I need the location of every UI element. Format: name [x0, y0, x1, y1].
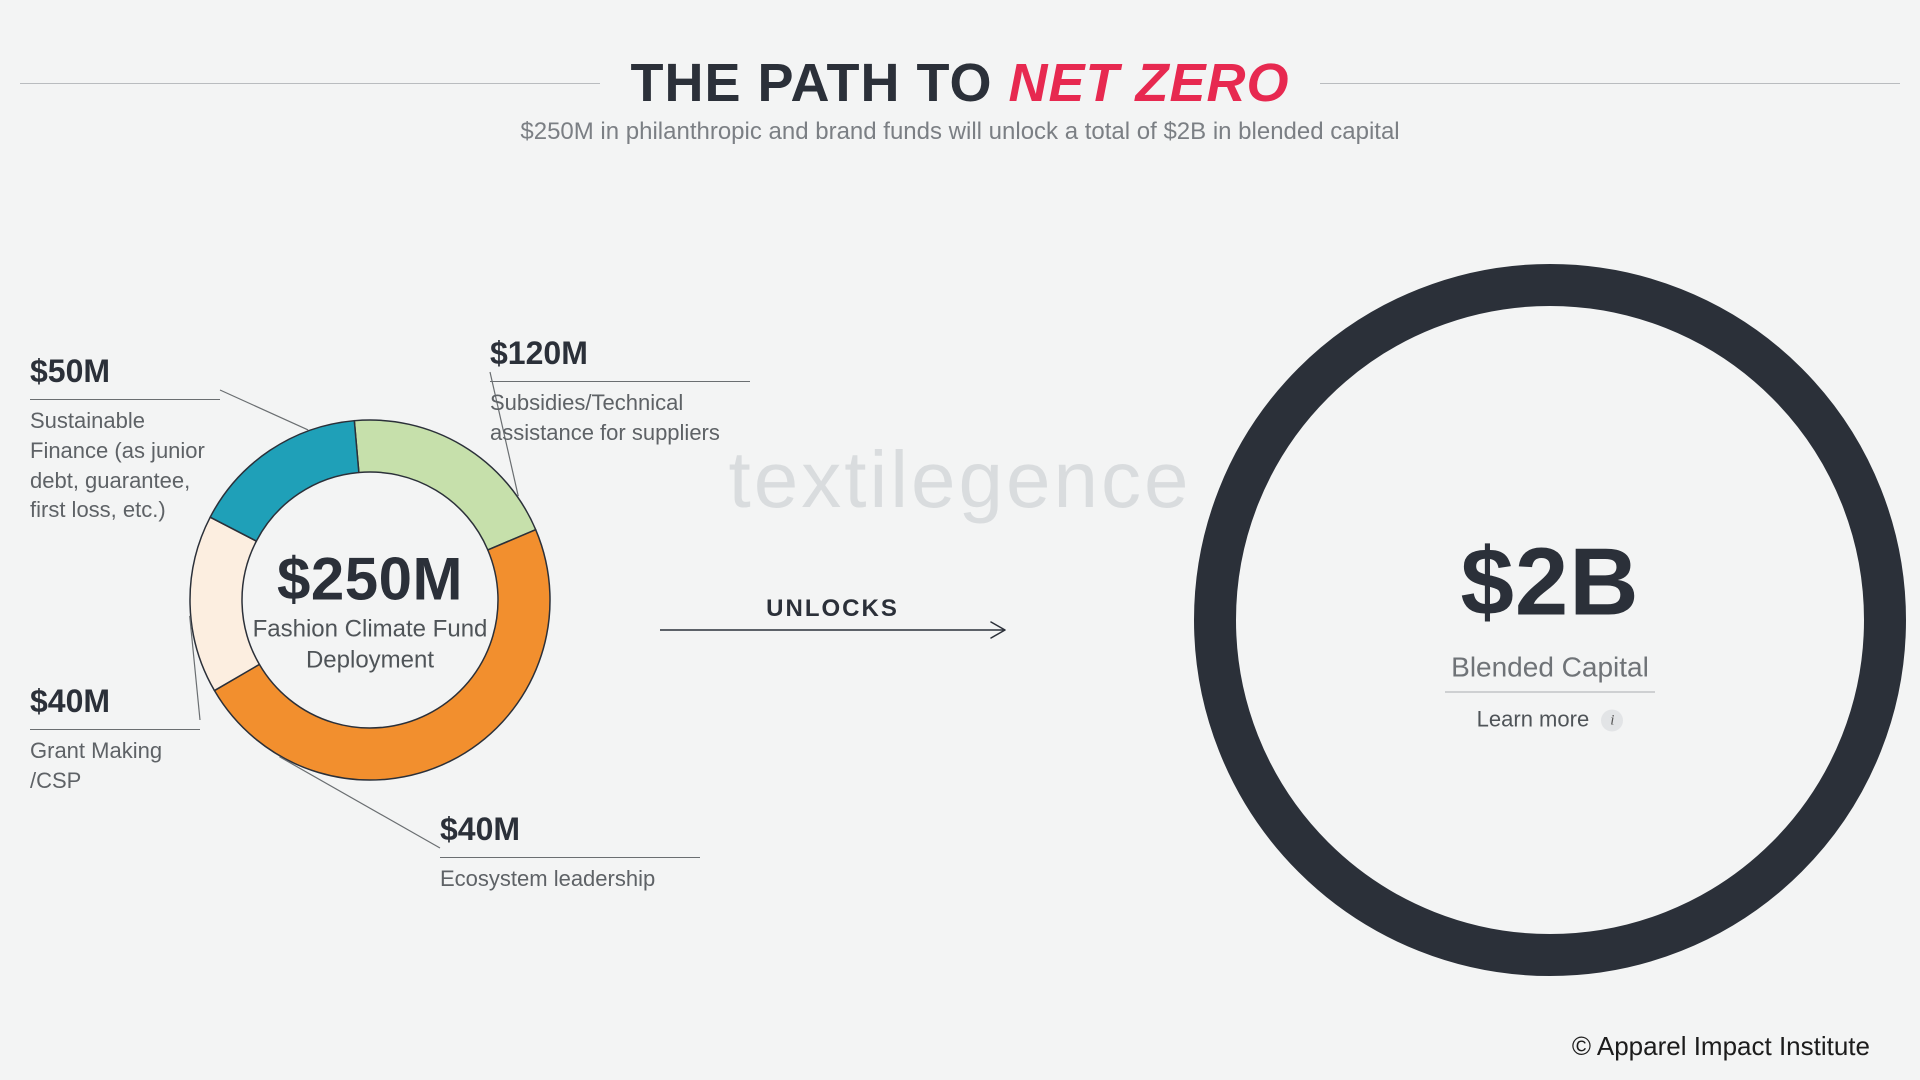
- donut-center-amount: $250M: [250, 544, 490, 613]
- callout-subsidies: $120M Subsidies/Technical assistance for…: [490, 332, 750, 448]
- callout-amount: $40M: [440, 808, 700, 851]
- infographic-stage: THE PATH TO NET ZERO $250M in philanthro…: [0, 0, 1920, 1080]
- header-rule-left: [20, 83, 600, 84]
- donut-center-subtitle: Fashion Climate Fund Deployment: [250, 613, 490, 675]
- copyright: © Apparel Impact Institute: [1572, 1031, 1870, 1062]
- blended-subtitle: Blended Capital: [1445, 646, 1655, 693]
- callout-desc: Sustainable Finance (as junior debt, gua…: [30, 408, 205, 522]
- callout-rule: [490, 381, 750, 382]
- header-rule-right: [1320, 83, 1900, 84]
- callout-grant-making: $40M Grant Making /CSP: [30, 680, 200, 796]
- donut-center: $250M Fashion Climate Fund Deployment: [250, 544, 490, 675]
- callout-rule: [440, 857, 700, 858]
- blended-amount: $2B: [1350, 528, 1750, 638]
- title-main: THE PATH TO: [630, 53, 1008, 113]
- callout-amount: $40M: [30, 680, 200, 723]
- page-subtitle: $250M in philanthropic and brand funds w…: [0, 118, 1920, 146]
- page-title: THE PATH TO NET ZERO: [630, 52, 1289, 114]
- learn-more-text: Learn more: [1477, 707, 1590, 732]
- callout-amount: $50M: [30, 350, 220, 393]
- callout-desc: Ecosystem leadership: [440, 866, 655, 891]
- callout-rule: [30, 399, 220, 400]
- learn-more-link[interactable]: Learn more i: [1350, 707, 1750, 733]
- header-row: THE PATH TO NET ZERO: [0, 52, 1920, 114]
- callout-desc: Subsidies/Technical assistance for suppl…: [490, 390, 720, 445]
- callout-ecosystem: $40M Ecosystem leadership: [440, 808, 700, 894]
- blended-capital-center: $2B Blended Capital Learn more i: [1350, 528, 1750, 733]
- callout-desc: Grant Making /CSP: [30, 738, 162, 793]
- callout-rule: [30, 729, 200, 730]
- callout-amount: $120M: [490, 332, 750, 375]
- unlocks-label: UNLOCKS: [766, 595, 899, 623]
- callout-sustainable-finance: $50M Sustainable Finance (as junior debt…: [30, 350, 220, 525]
- info-icon[interactable]: i: [1601, 710, 1623, 732]
- title-accent: NET ZERO: [1009, 53, 1290, 113]
